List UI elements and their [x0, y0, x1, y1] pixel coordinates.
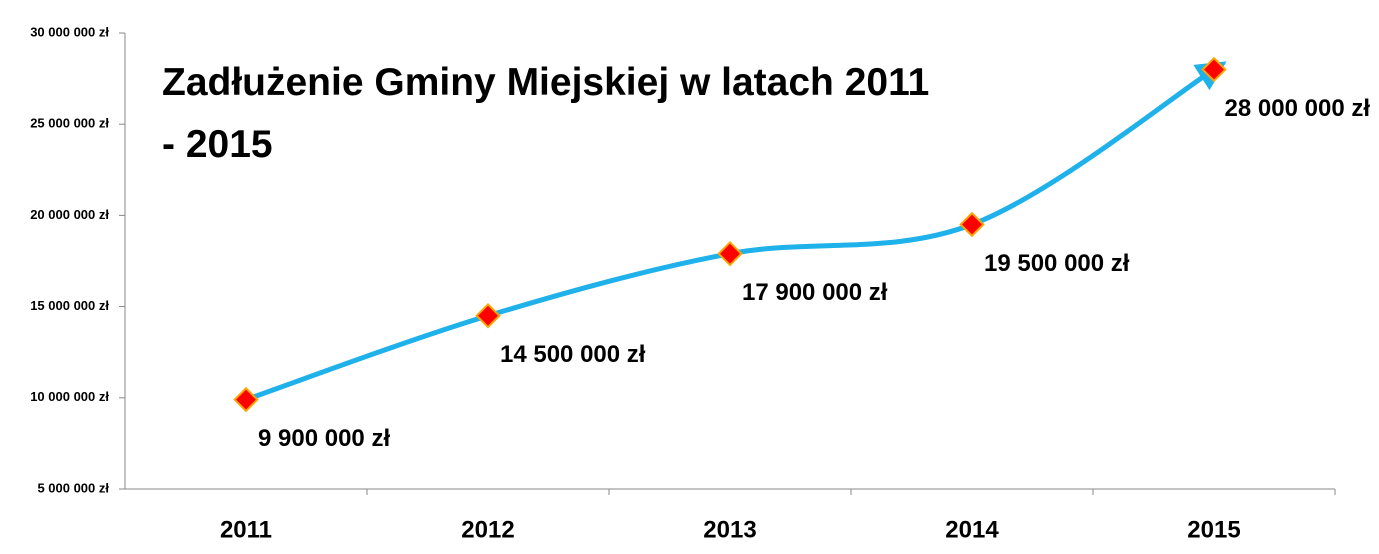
data-label: 9 900 000 zł: [258, 425, 390, 452]
data-label: 19 500 000 zł: [984, 250, 1130, 277]
y-tick-label: 30 000 000 zł: [30, 24, 109, 39]
y-tick-label: 25 000 000 zł: [30, 116, 109, 131]
y-tick-label: 5 000 000 zł: [37, 480, 109, 495]
x-tick-label: 2013: [703, 516, 756, 543]
marker: [475, 302, 501, 329]
x-tick-label: 2011: [220, 516, 272, 543]
x-tick-label: 2014: [945, 516, 999, 543]
data-label: 17 900 000 zł: [742, 279, 888, 306]
marker: [959, 211, 985, 238]
x-tick-label: 2015: [1187, 516, 1240, 543]
chart-title: Zadłużenie Gminy Miejskiej w latach 2011…: [162, 61, 930, 166]
marker: [233, 386, 259, 413]
y-tick-label: 15 000 000 zł: [30, 298, 109, 313]
x-tick-label: 2012: [461, 516, 514, 543]
y-tick-label: 10 000 000 zł: [30, 389, 109, 404]
marker: [1201, 56, 1227, 83]
data-label: 14 500 000 zł: [500, 341, 646, 368]
y-tick-label: 20 000 000 zł: [30, 207, 109, 222]
marker: [717, 240, 743, 267]
data-label: 28 000 000 zł: [1225, 95, 1371, 122]
